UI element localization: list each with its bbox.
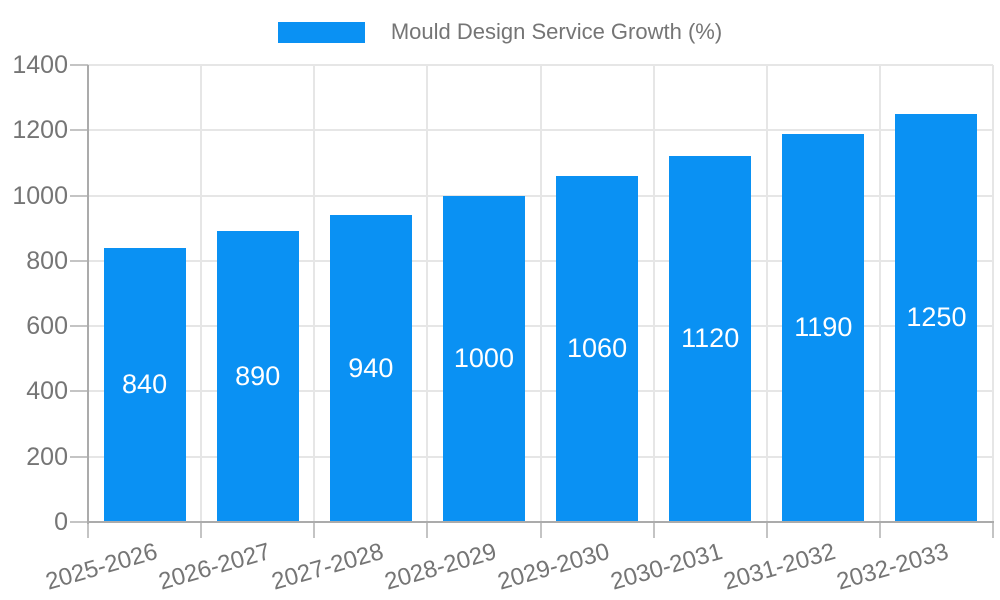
v-gridline bbox=[539, 65, 542, 522]
y-tick bbox=[70, 521, 88, 523]
y-axis-tick-label: 1200 bbox=[12, 116, 68, 145]
y-tick bbox=[70, 194, 88, 197]
x-tick bbox=[765, 522, 768, 538]
x-tick bbox=[87, 522, 89, 538]
x-tick bbox=[539, 522, 542, 538]
bar[interactable] bbox=[329, 215, 412, 523]
bar-value-label: 840 bbox=[122, 368, 168, 399]
legend-series-label: Mould Design Service Growth (%) bbox=[390, 19, 723, 44]
legend-swatch-icon bbox=[277, 21, 365, 43]
y-tick bbox=[70, 64, 88, 66]
v-gridline bbox=[765, 65, 768, 522]
bar[interactable] bbox=[669, 156, 752, 523]
v-gridline bbox=[200, 65, 203, 522]
x-tick bbox=[313, 522, 316, 538]
bar-value-label: 940 bbox=[348, 352, 394, 383]
x-tick bbox=[992, 522, 994, 538]
x-tick bbox=[200, 522, 203, 538]
bar-value-label: 890 bbox=[235, 360, 281, 391]
y-axis-tick-label: 1000 bbox=[12, 181, 68, 210]
bar[interactable] bbox=[216, 231, 299, 523]
y-axis-tick-label: 1400 bbox=[12, 51, 68, 79]
v-gridline bbox=[992, 65, 994, 522]
bar[interactable] bbox=[782, 133, 865, 523]
bar-value-label: 1060 bbox=[567, 332, 628, 363]
y-axis-tick-label: 200 bbox=[26, 442, 68, 471]
x-tick bbox=[426, 522, 429, 538]
bar-value-label: 1120 bbox=[681, 323, 740, 354]
x-tick bbox=[878, 522, 881, 538]
y-axis-tick-label: 400 bbox=[26, 377, 68, 406]
v-gridline bbox=[426, 65, 429, 522]
bar[interactable] bbox=[556, 175, 639, 523]
bar[interactable] bbox=[103, 247, 186, 523]
y-axis-tick-label: 0 bbox=[54, 508, 68, 536]
bar-value-label: 1250 bbox=[906, 301, 967, 332]
v-gridline bbox=[652, 65, 655, 522]
bar[interactable] bbox=[442, 195, 525, 523]
bar-value-label: 1000 bbox=[453, 342, 514, 373]
chart-legend[interactable]: Mould Design Service Growth (%) bbox=[0, 19, 1000, 44]
y-tick bbox=[70, 455, 88, 458]
x-axis-line bbox=[87, 521, 994, 523]
bar-value-label: 1190 bbox=[794, 311, 853, 342]
y-axis-tick-label: 800 bbox=[26, 246, 68, 275]
y-axis-tick-label: 600 bbox=[26, 312, 68, 341]
y-tick bbox=[70, 325, 88, 328]
v-gridline bbox=[313, 65, 316, 522]
v-gridline bbox=[878, 65, 881, 522]
y-tick bbox=[70, 129, 88, 132]
y-axis-line bbox=[87, 65, 89, 524]
bar[interactable] bbox=[895, 113, 978, 523]
y-tick bbox=[70, 259, 88, 262]
y-tick bbox=[70, 390, 88, 393]
x-tick bbox=[652, 522, 655, 538]
